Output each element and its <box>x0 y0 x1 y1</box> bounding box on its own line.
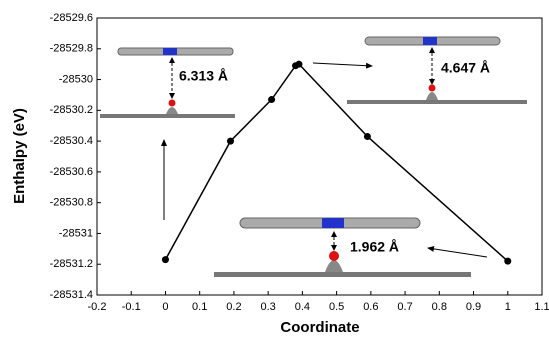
x-tick-label: -0.2 <box>88 301 107 313</box>
molecule-3 <box>214 218 471 277</box>
x-tick-label: 0.4 <box>295 301 310 313</box>
y-tick-label: -28529.6 <box>50 12 93 24</box>
arrow <box>313 63 372 66</box>
annotation: 1.962 Å <box>350 239 399 255</box>
x-tick-label: 0.9 <box>466 301 481 313</box>
point <box>295 61 302 68</box>
x-tick-label: 0 <box>162 301 168 313</box>
x-tick-label: 0.5 <box>329 301 344 313</box>
x-tick-label: -0.1 <box>122 301 141 313</box>
series-line <box>165 64 507 261</box>
point <box>227 138 234 145</box>
point <box>162 256 169 263</box>
arrow <box>428 248 487 257</box>
point <box>268 96 275 103</box>
annotation: 6.313 Å <box>179 68 228 84</box>
x-tick-label: 0.2 <box>226 301 241 313</box>
y-axis-label: Enthalpy (eV) <box>11 108 28 204</box>
annotation: 4.647 Å <box>441 60 490 76</box>
x-tick-label: 0.7 <box>397 301 412 313</box>
chart: Coordinate Enthalpy (eV) -28531.4 -28531.… <box>0 0 549 340</box>
point <box>364 133 371 140</box>
y-tick-label: -28530.4 <box>50 135 93 147</box>
point <box>504 258 511 265</box>
x-tick-label: 1 <box>505 301 511 313</box>
x-tick-label: 0.1 <box>192 301 207 313</box>
molecule-2 <box>347 37 527 104</box>
x-tick-label: 1.1 <box>534 301 549 313</box>
x-tick-label: 0.6 <box>363 301 378 313</box>
x-tick-label: 0.3 <box>261 301 276 313</box>
y-tick-label: -28530.8 <box>50 197 93 209</box>
y-tick-label: -28530.6 <box>50 166 93 178</box>
y-tick-label: -28531.2 <box>50 258 93 270</box>
y-tick-label: -28531 <box>59 227 93 239</box>
y-tick-label: -28530 <box>59 73 93 85</box>
y-tick-label: -28529.8 <box>50 43 93 55</box>
x-axis-label: Coordinate <box>280 319 359 336</box>
x-tick-label: 0.8 <box>432 301 447 313</box>
y-tick-label: -28531.4 <box>50 289 93 301</box>
y-tick-label: -28530.2 <box>50 104 93 116</box>
